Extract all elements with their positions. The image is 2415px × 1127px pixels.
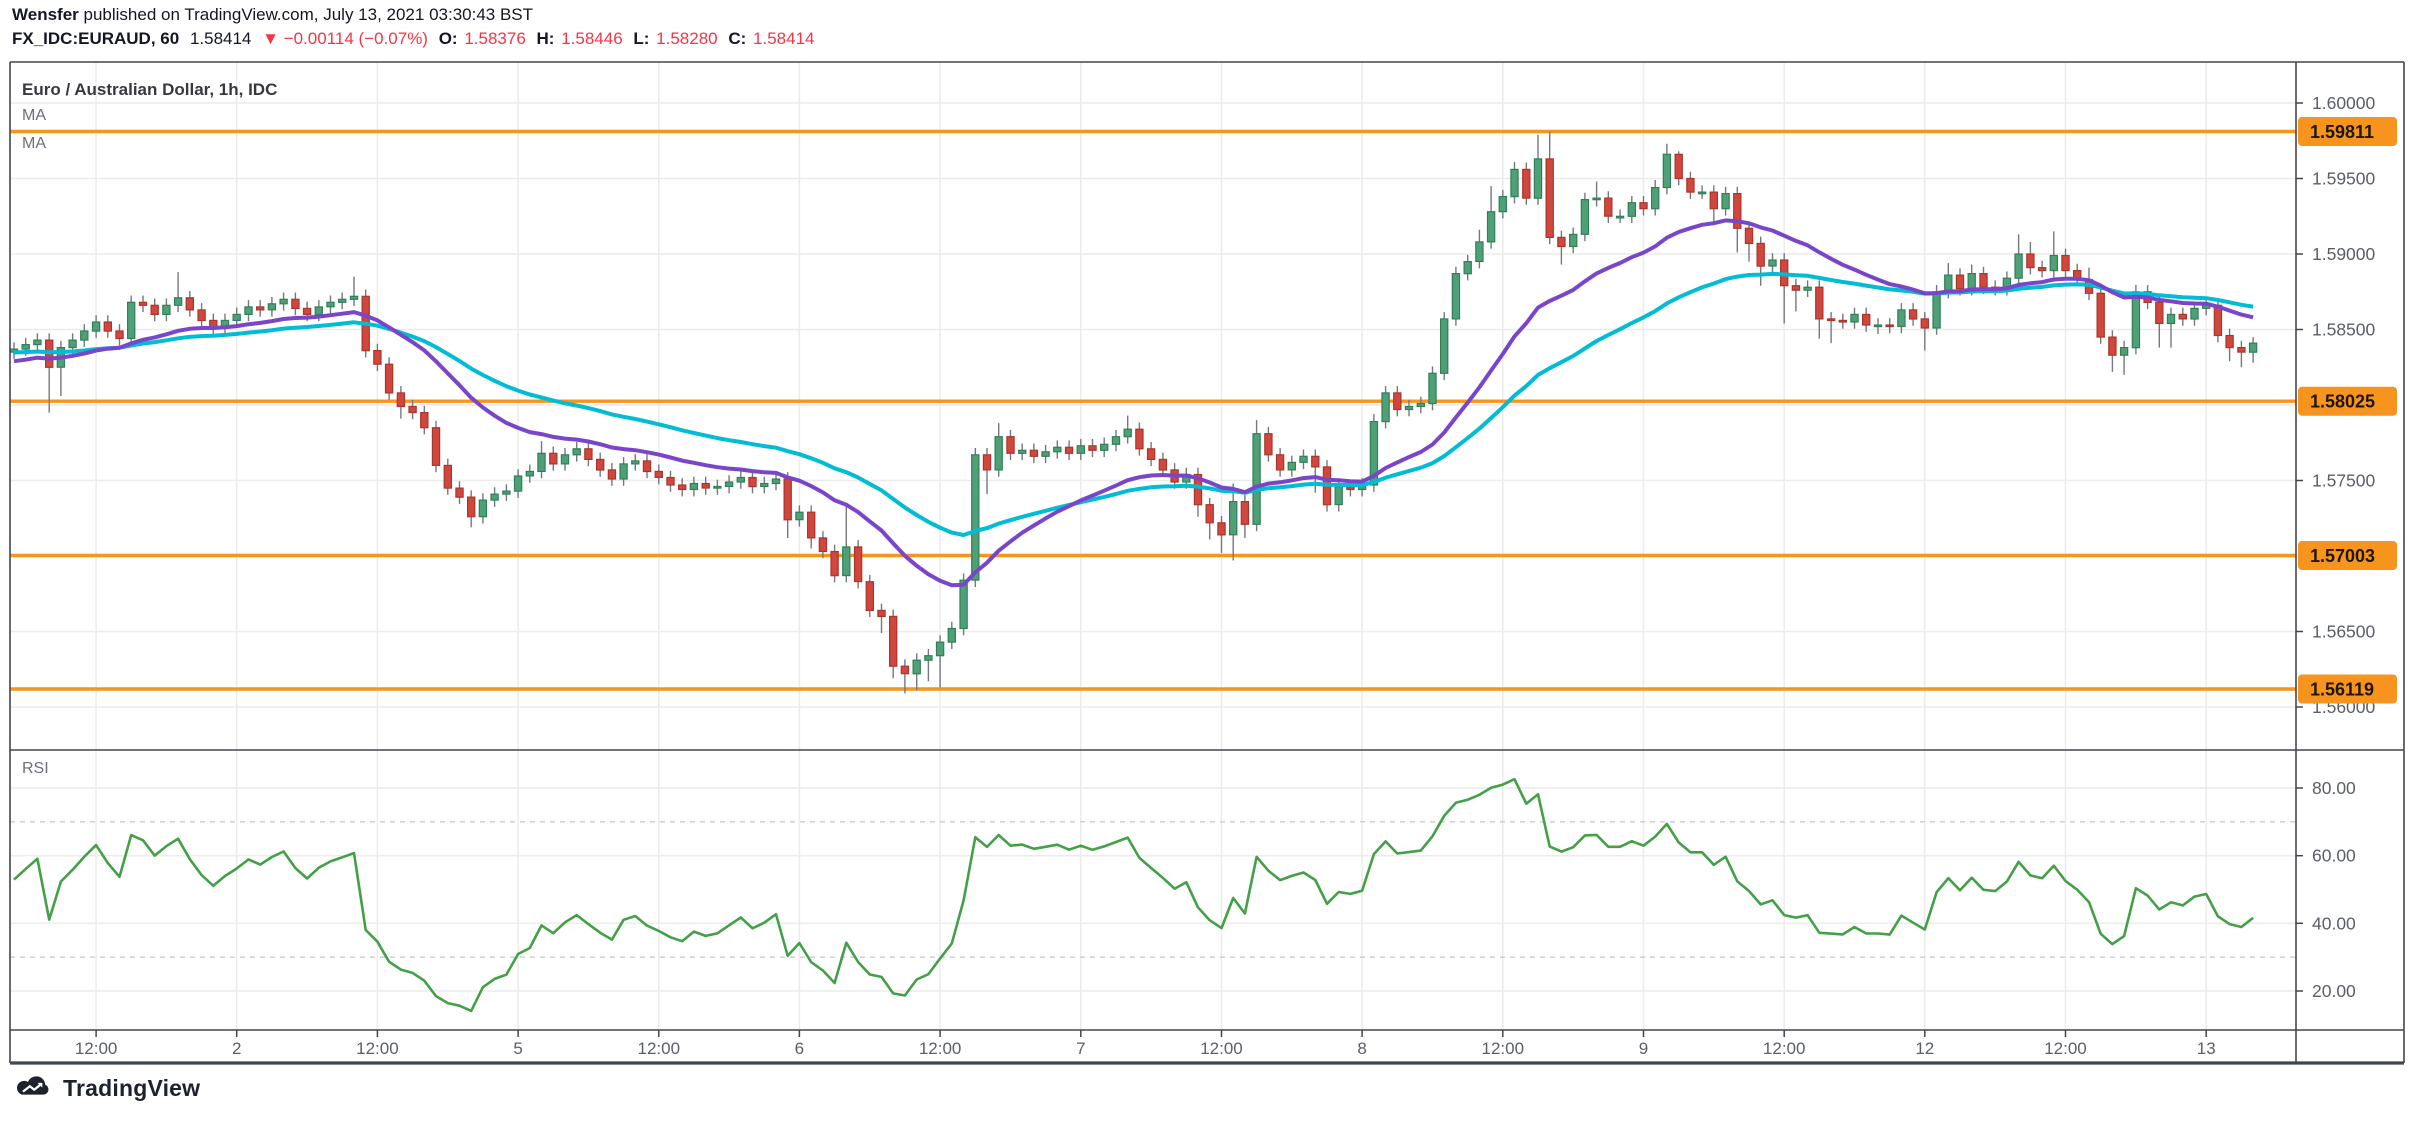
price-change: ▼ −0.00114 (−0.07%)	[262, 29, 428, 48]
rsi-pane[interactable]	[10, 750, 2296, 1030]
high-label: H:	[536, 29, 555, 48]
svg-text:12:00: 12:00	[638, 1039, 681, 1058]
svg-text:5: 5	[513, 1039, 522, 1058]
svg-text:8: 8	[1357, 1039, 1366, 1058]
high-value: 1.58446	[561, 29, 623, 48]
price-axis[interactable]	[2296, 62, 2404, 1030]
main-chart-pane[interactable]	[10, 62, 2296, 750]
tradingview-logo[interactable]: TradingView	[12, 1074, 200, 1102]
svg-text:2: 2	[232, 1039, 241, 1058]
svg-text:1.56119: 1.56119	[2310, 680, 2374, 700]
svg-text:12:00: 12:00	[919, 1039, 962, 1058]
svg-text:12:00: 12:00	[1200, 1039, 1243, 1058]
open-value: 1.58376	[464, 29, 526, 48]
svg-text:60.00: 60.00	[2312, 846, 2356, 866]
svg-text:80.00: 80.00	[2312, 778, 2356, 798]
byline-text: published on TradingView.com, July 13, 2…	[78, 5, 534, 24]
svg-text:12: 12	[1915, 1039, 1934, 1058]
publish-byline: Wensfer published on TradingView.com, Ju…	[12, 5, 533, 25]
svg-text:12:00: 12:00	[1763, 1039, 1806, 1058]
svg-text:6: 6	[795, 1039, 804, 1058]
svg-text:9: 9	[1639, 1039, 1648, 1058]
close-label: C:	[728, 29, 747, 48]
svg-text:7: 7	[1076, 1039, 1085, 1058]
svg-text:12:00: 12:00	[75, 1039, 118, 1058]
rsi-legend[interactable]: RSI	[22, 760, 49, 777]
svg-text:12:00: 12:00	[2044, 1039, 2087, 1058]
low-value: 1.58280	[656, 29, 718, 48]
tradingview-brand-text: TradingView	[63, 1074, 201, 1101]
ma-fast-legend[interactable]: MA	[22, 107, 46, 124]
low-label: L:	[633, 29, 650, 48]
svg-text:1.57003: 1.57003	[2310, 546, 2375, 566]
author-name: Wensfer	[12, 5, 79, 24]
chart-legend-title[interactable]: Euro / Australian Dollar, 1h, IDC	[22, 80, 278, 99]
svg-text:1.58025: 1.58025	[2310, 392, 2375, 412]
svg-text:1.57500: 1.57500	[2312, 471, 2376, 491]
ma-slow-legend[interactable]: MA	[22, 135, 46, 152]
svg-text:1.56500: 1.56500	[2312, 622, 2376, 642]
time-axis[interactable]	[10, 1030, 2296, 1063]
svg-text:1.59811: 1.59811	[2310, 122, 2374, 142]
svg-text:20.00: 20.00	[2312, 981, 2356, 1001]
tradingview-cloud-icon	[17, 1076, 49, 1095]
symbol-name: FX_IDC:EURAUD, 60	[12, 29, 180, 48]
svg-text:1.60000: 1.60000	[2312, 93, 2376, 113]
last-price: 1.58414	[189, 29, 252, 48]
svg-text:1.59000: 1.59000	[2312, 244, 2376, 264]
svg-text:13: 13	[2197, 1039, 2216, 1058]
svg-text:1.59500: 1.59500	[2312, 169, 2376, 189]
open-label: O:	[438, 29, 458, 48]
svg-text:1.58500: 1.58500	[2312, 320, 2376, 340]
svg-text:12:00: 12:00	[356, 1039, 399, 1058]
symbol-info-row: FX_IDC:EURAUD, 60 1.58414 ▼ −0.00114 (−0…	[12, 29, 821, 49]
svg-text:12:00: 12:00	[1482, 1039, 1525, 1058]
svg-text:40.00: 40.00	[2312, 913, 2356, 933]
close-value: 1.58414	[753, 29, 815, 48]
